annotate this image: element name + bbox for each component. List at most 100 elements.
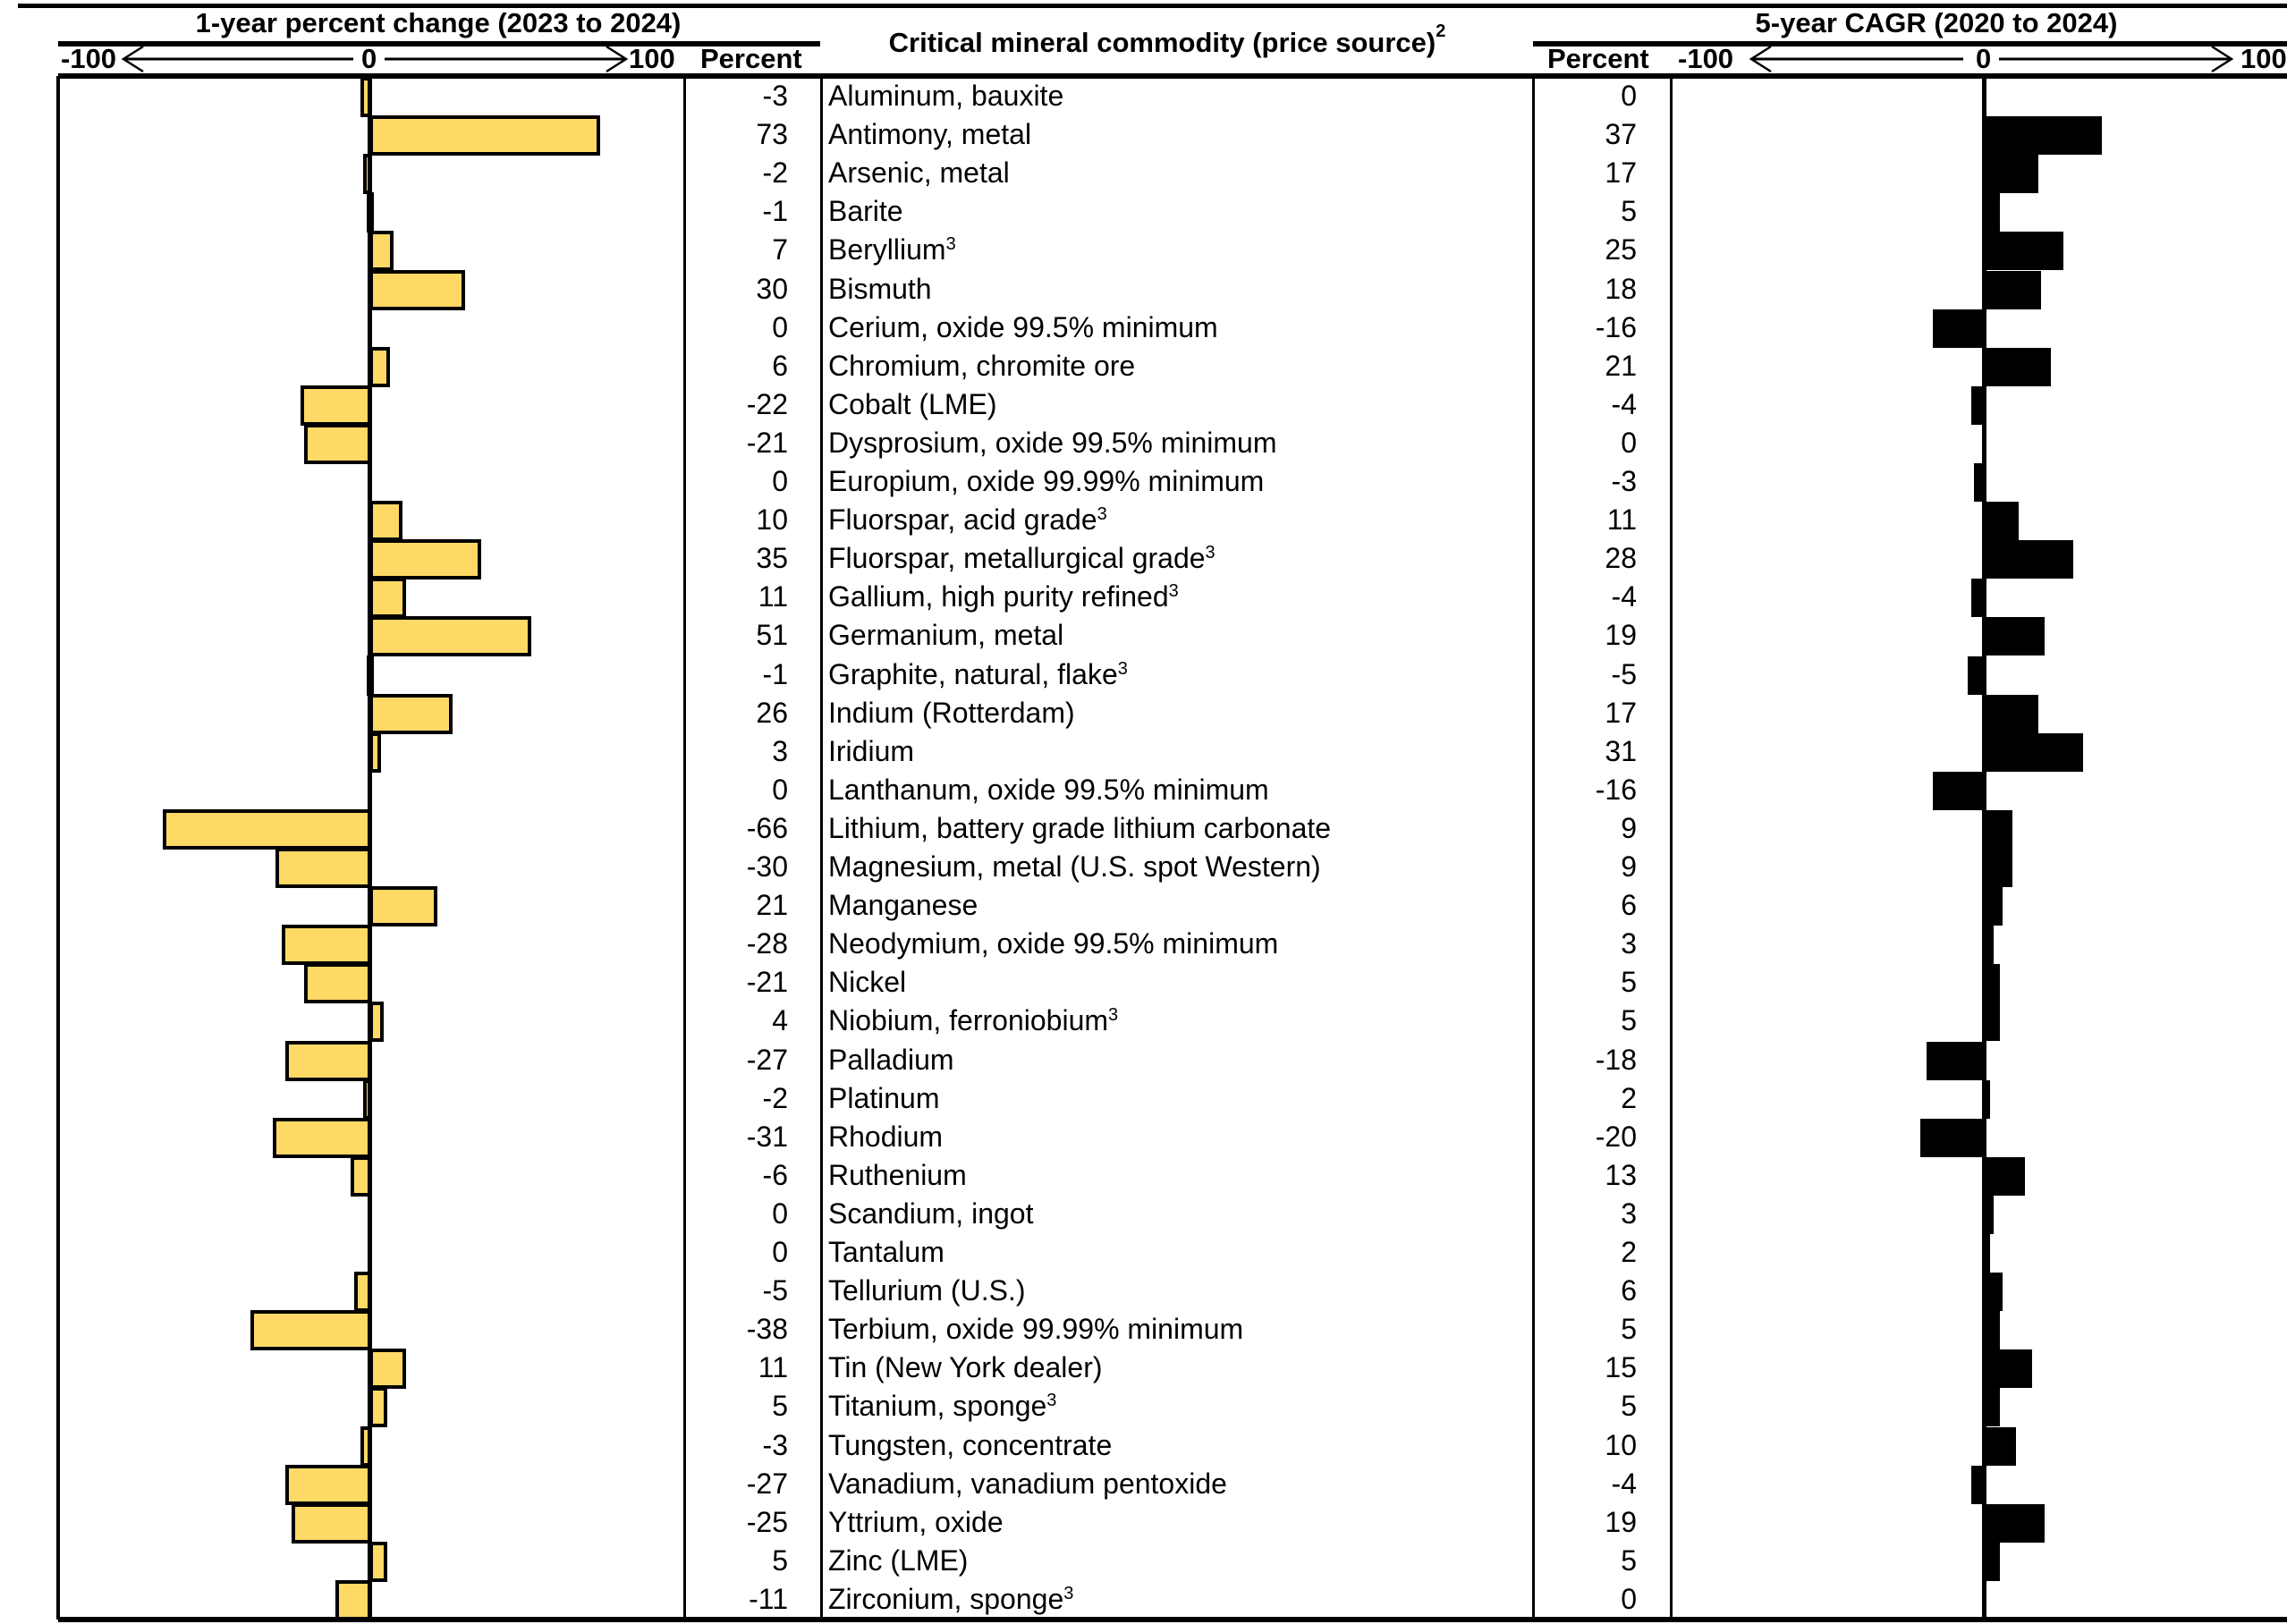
commodity-label: Dysprosium, oxide 99.5% minimum [828,426,1277,459]
commodity-name: Zinc (LME) [828,1542,968,1580]
cagr-bar [1984,1234,1991,1273]
cagr-bar [1984,809,2013,849]
cagr-bar [1984,1002,2000,1042]
cagr-bar [1984,1156,2026,1196]
commodity-name: Germanium, metal [828,616,1063,655]
cagr-bar [1968,656,1984,695]
commodity-name: Europium, oxide 99.99% minimum [828,462,1264,501]
one-year-value: 5 [772,1544,788,1577]
commodity-label: Iridium [828,734,915,767]
commodity-name: Titanium, sponge3 [828,1387,1056,1425]
one-year-value: -25 [746,1505,788,1538]
cagr-bar [1984,1542,2000,1581]
cagr-bar [1970,385,1984,425]
commodity-label: Beryllium [828,233,946,266]
right-zero-axis [1982,76,1986,1620]
one-year-value: -38 [746,1313,788,1346]
cagr-value: 25 [1605,233,1637,266]
commodity-label: Aluminum, bauxite [828,80,1064,112]
one-year-bar [369,1349,406,1390]
commodity-name: Tellurium (U.S.) [828,1272,1025,1310]
cagr-value: 19 [1605,619,1637,652]
commodity-name: Aluminum, bauxite [828,77,1063,115]
cagr-bar [1984,155,2038,194]
one-year-value: 7 [772,233,788,266]
one-year-bar [282,925,371,966]
right-axis-min: -100 [1678,43,1734,74]
cagr-value: 0 [1621,1582,1637,1615]
one-year-bar [301,385,371,426]
bottom-rule [58,1617,2287,1622]
one-year-value: -2 [762,156,788,190]
commodity-label: Zinc (LME) [828,1544,969,1577]
one-year-value: 0 [772,1236,788,1268]
commodity-label: Vanadium, vanadium pentoxide [828,1467,1227,1500]
cagr-value: 6 [1621,889,1637,922]
one-year-value: -22 [746,387,788,420]
commodity-name: Bismuth [828,270,932,309]
one-year-value: 26 [756,696,788,729]
one-year-bar [369,578,406,619]
cagr-bar [1984,1503,2045,1543]
cagr-value: -16 [1595,310,1637,343]
commodity-name: Tin (New York dealer) [828,1349,1103,1387]
commodity-name: Platinum [828,1079,940,1118]
one-year-value: -3 [762,80,788,112]
top-rule [18,4,2287,8]
cagr-value: -4 [1611,1467,1637,1500]
commodity-label: Platinum [828,1081,940,1114]
commodity-name: Gallium, high purity refined3 [828,578,1179,616]
commodity-label: Barite [828,195,903,228]
cagr-bar [1984,694,2038,733]
commodity-name: Chromium, chromite ore [828,347,1135,385]
one-year-value: 0 [772,1197,788,1230]
one-year-bar [275,848,371,889]
cagr-value: 28 [1605,542,1637,575]
one-year-value: 0 [772,310,788,343]
commodity-label: Tin (New York dealer) [828,1351,1103,1384]
footnote-marker: 3 [1046,1391,1057,1411]
commodity-label: Palladium [828,1043,954,1076]
one-year-value: -27 [746,1043,788,1076]
commodity-name: Ruthenium [828,1156,967,1195]
cagr-value: -4 [1611,387,1637,420]
cagr-value: 5 [1621,1544,1637,1577]
commodity-label: Zirconium, sponge [828,1582,1064,1615]
left-zero-axis [368,76,372,1620]
commodity-name: Cerium, oxide 99.5% minimum [828,309,1218,347]
footnote-marker: 3 [945,234,956,255]
cagr-bar [1970,579,1984,618]
one-year-value: -27 [746,1467,788,1500]
one-year-bar [291,1502,371,1544]
cagr-value: 17 [1605,696,1637,729]
one-year-bar [369,501,402,542]
commodity-column-title: Critical mineral commodity (price source… [889,21,1446,59]
footnote-marker: 3 [1097,504,1107,525]
right-axis-arrows [1749,45,2234,73]
commodity-label: Germanium, metal [828,619,1064,652]
cagr-value: 5 [1621,1004,1637,1037]
one-year-value: 0 [772,773,788,806]
one-year-bar [163,808,371,850]
commodity-name: Nickel [828,963,906,1002]
one-year-value: 0 [772,465,788,497]
cagr-value: 17 [1605,156,1637,190]
one-year-value: 4 [772,1004,788,1037]
divider-1 [683,76,686,1620]
commodity-label: Titanium, sponge [828,1390,1047,1423]
commodity-name: Tungsten, concentrate [828,1426,1112,1465]
cagr-value: 31 [1605,734,1637,767]
one-year-value: 30 [756,272,788,305]
one-year-bar [335,1579,371,1620]
commodity-name: Antimony, metal [828,115,1031,154]
commodity-name: Iridium [828,732,914,771]
cagr-value: 9 [1621,811,1637,844]
commodity-label: Tungsten, concentrate [828,1428,1113,1461]
commodity-label: Magnesium, metal (U.S. spot Western) [828,850,1321,883]
commodity-name: Arsenic, metal [828,154,1010,192]
one-year-value: -5 [762,1274,788,1307]
commodity-label: Graphite, natural, flake [828,657,1118,690]
one-year-bar [284,1464,371,1505]
cagr-bar [1984,926,1994,965]
commodity-name: Dysprosium, oxide 99.5% minimum [828,424,1277,462]
